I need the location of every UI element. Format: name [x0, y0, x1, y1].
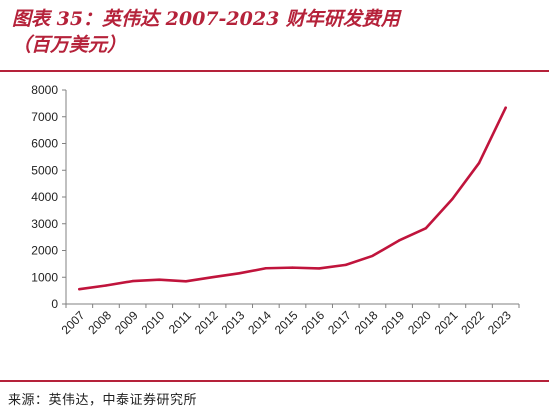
- y-tick-label: 7000: [31, 110, 58, 124]
- x-tick-label: 2020: [405, 308, 434, 337]
- y-axis: 0 1000 2000 3000 4000 5000 6000 7000 8000: [31, 83, 67, 311]
- x-tick-label: 2014: [245, 308, 274, 337]
- y-tick-label: 0: [51, 297, 58, 311]
- y-tick-label: 3000: [31, 217, 58, 231]
- y-tick-label: 6000: [31, 137, 58, 151]
- y-tick-label: 8000: [31, 83, 58, 97]
- x-tick-label: 2017: [325, 308, 354, 337]
- data-point: [344, 263, 347, 267]
- x-tick-label: 2019: [378, 308, 407, 337]
- title-line-2: （百万美元）: [12, 34, 127, 56]
- x-tick-label: 2021: [432, 308, 461, 337]
- x-axis: 2007200820092010201120122013201420152016…: [59, 303, 520, 337]
- chart-title: 图表 35：英伟达 2007-2023 财年研发费用 （百万美元）: [12, 6, 542, 58]
- data-point: [158, 278, 161, 281]
- top-divider: [0, 70, 549, 72]
- x-tick-label: 2007: [59, 308, 88, 337]
- y-tick-label: 2000: [31, 244, 58, 258]
- x-tick-label: 2012: [192, 308, 221, 337]
- x-tick-label: 2023: [485, 308, 514, 337]
- x-tick-label: 2018: [352, 308, 381, 337]
- data-point: [291, 266, 294, 269]
- source-note: 来源：英伟达，中泰证券研究所: [8, 393, 198, 408]
- bottom-divider: [0, 380, 549, 382]
- data-point: [104, 284, 108, 287]
- series-layer: [78, 106, 507, 291]
- title-line-1: 图表 35：英伟达 2007-2023 财年研发费用: [12, 8, 400, 30]
- x-tick-label: 2008: [85, 308, 114, 337]
- y-tick-label: 4000: [31, 190, 58, 204]
- x-tick-label: 2016: [298, 308, 327, 337]
- x-tick-label: 2013: [219, 308, 248, 337]
- data-point: [131, 279, 134, 283]
- x-tick-label: 2011: [166, 308, 194, 336]
- data-point: [504, 106, 507, 109]
- x-tick-label: 2009: [112, 308, 141, 337]
- data-point: [477, 161, 481, 165]
- y-tick-label: 1000: [31, 270, 58, 284]
- data-point: [317, 267, 321, 270]
- data-point: [78, 287, 81, 291]
- data-point: [238, 272, 241, 275]
- x-tick-label: 2010: [139, 308, 168, 337]
- data-point: [184, 280, 188, 283]
- x-tick-label: 2015: [272, 308, 301, 337]
- data-point: [424, 227, 427, 230]
- data-point: [211, 275, 214, 279]
- data-point: [397, 239, 401, 242]
- data-point: [264, 267, 268, 270]
- series-line: [78, 106, 507, 291]
- data-point: [371, 254, 374, 258]
- y-tick-label: 5000: [31, 163, 58, 177]
- data-point: [451, 197, 454, 201]
- x-tick-label: 2022: [458, 308, 487, 337]
